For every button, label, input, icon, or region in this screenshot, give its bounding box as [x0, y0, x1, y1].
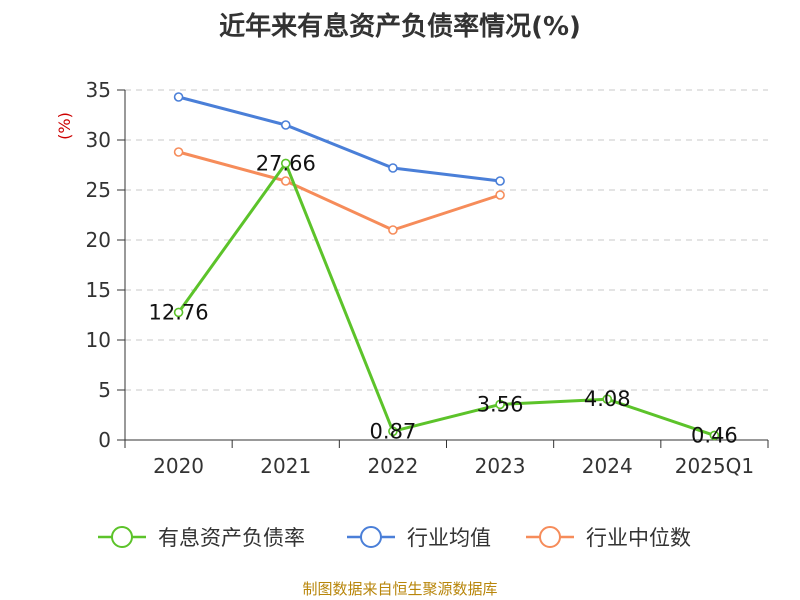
data-point — [388, 163, 398, 173]
x-tick-label: 2025Q1 — [675, 454, 754, 478]
data-point — [495, 190, 505, 200]
x-tick-label: 2023 — [475, 454, 526, 478]
legend-label: 行业中位数 — [586, 526, 691, 550]
data-point — [173, 147, 184, 157]
data-label: 4.08 — [584, 387, 631, 411]
x-tick-label: 2020 — [153, 454, 204, 478]
source-footer: 制图数据来自恒生聚源数据库 — [302, 580, 498, 598]
y-tick-label: 5 — [98, 378, 111, 402]
y-tick-label: 35 — [86, 78, 111, 102]
y-axis-label: (%) — [55, 112, 74, 140]
legend-marker — [539, 526, 561, 548]
y-axis: 0 5 10 15 20 25 30 35 (%) — [55, 78, 126, 452]
legend-label: 行业均值 — [407, 526, 491, 550]
data-label: 3.56 — [477, 392, 524, 416]
data-point — [280, 176, 291, 186]
x-axis: 2020 2021 2022 2023 2024 2025Q1 — [124, 439, 769, 478]
y-tick-label: 25 — [86, 178, 111, 202]
data-point — [388, 426, 398, 437]
legend-marker — [111, 526, 133, 548]
data-point — [173, 307, 184, 318]
data-point — [495, 399, 505, 410]
legend-label: 有息资产负债率 — [158, 526, 305, 550]
data-point — [280, 158, 291, 169]
series-points — [173, 92, 720, 441]
series-line-2 — [178, 150, 501, 232]
legend-marker — [360, 526, 382, 548]
data-label: 0.46 — [691, 423, 738, 447]
y-tick-label: 10 — [86, 328, 111, 352]
data-labels: 12.76 27.66 0.87 3.56 4.08 0.46 — [149, 151, 738, 447]
series-line-0 — [177, 161, 715, 437]
data-label: 0.87 — [370, 419, 417, 443]
x-tick-label: 2022 — [367, 454, 418, 478]
chart-title: 近年来有息资产负债率情况(%) — [219, 12, 581, 42]
y-tick-label: 15 — [86, 278, 111, 302]
data-point — [602, 394, 613, 405]
legend: 有息资产负债率 行业均值 行业中位数 — [98, 526, 691, 550]
data-point — [173, 92, 184, 102]
series-line-1 — [178, 95, 501, 183]
data-label: 12.76 — [149, 300, 209, 324]
series-lines — [177, 95, 715, 437]
data-point — [495, 176, 505, 186]
data-label: 27.66 — [256, 151, 316, 175]
y-tick-label: 30 — [86, 128, 111, 152]
data-point — [709, 430, 720, 441]
grid-lines — [125, 89, 768, 391]
y-tick-label: 20 — [86, 228, 111, 252]
data-point — [280, 120, 291, 130]
x-tick-label: 2024 — [582, 454, 633, 478]
x-tick-label: 2021 — [260, 454, 311, 478]
y-tick-label: 0 — [98, 428, 111, 452]
data-point — [388, 225, 398, 235]
